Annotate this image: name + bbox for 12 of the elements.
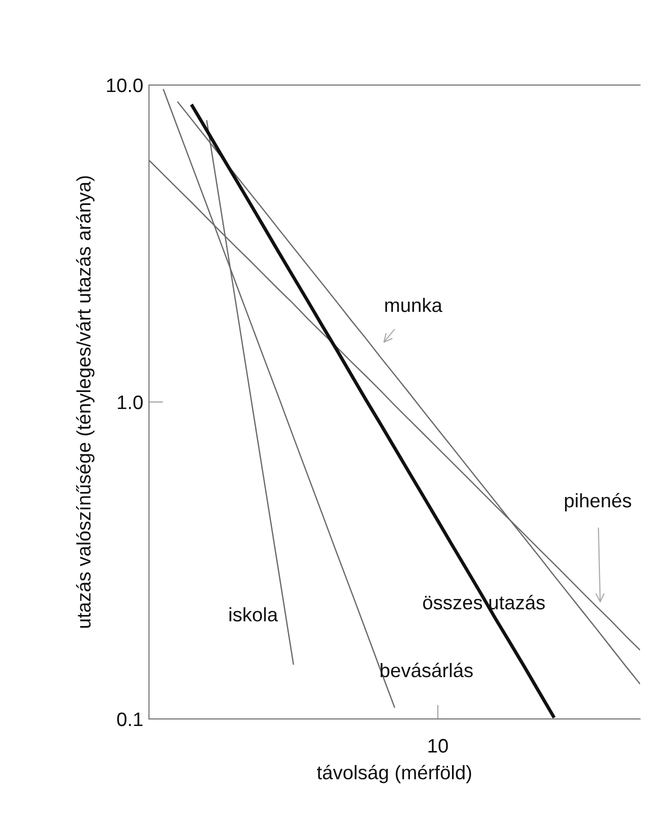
- line-series: [190, 104, 556, 718]
- y-tick-label: 1.0: [118, 395, 143, 410]
- annotation: bevásárlás: [380, 662, 473, 678]
- annotation: összes utazás: [423, 594, 545, 610]
- y-axis-title: utazás valószínűsége (tényleges/várt utazás aránya): [76, 176, 94, 628]
- y-tick-label: 0.1: [117, 712, 142, 726]
- x-axis-title: távolság (mérföld): [316, 764, 472, 784]
- x-tick-label: 10: [428, 738, 448, 753]
- annotation: pihenés: [564, 492, 632, 512]
- annotation: iskola: [230, 607, 278, 622]
- annotation: munka: [385, 298, 442, 312]
- y-tick-label: 10.0: [107, 78, 143, 92]
